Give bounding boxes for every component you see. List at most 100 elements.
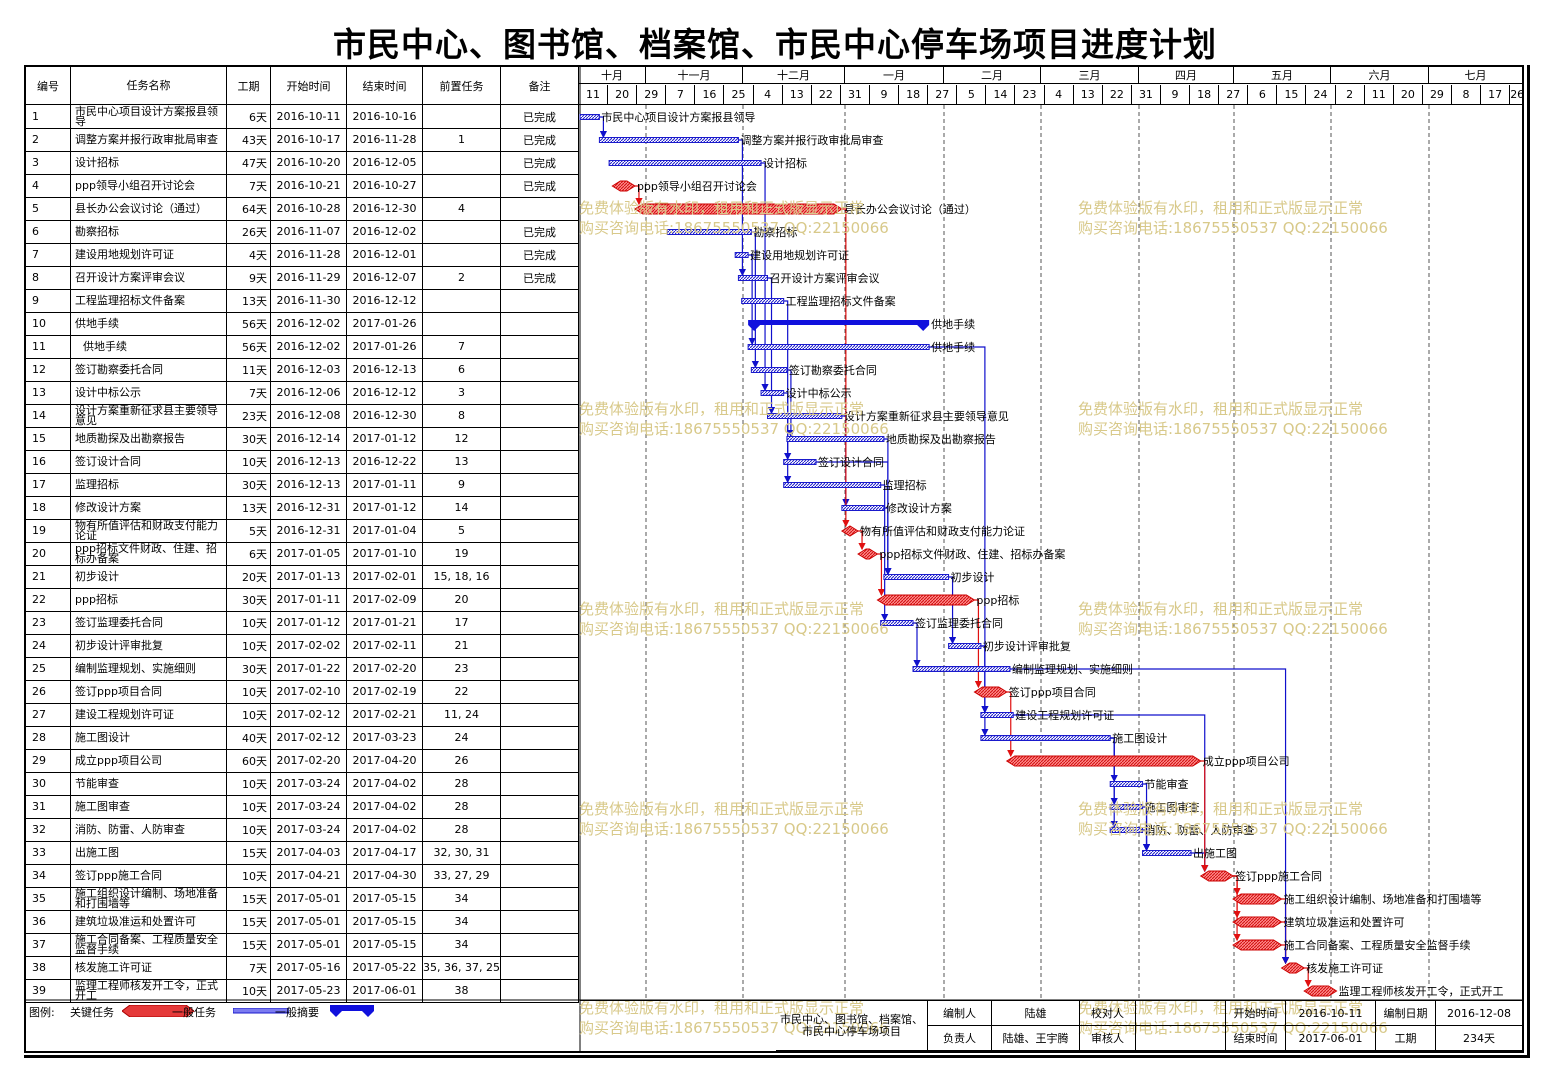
cell-pred: 1 [423, 128, 501, 151]
table-row[interactable]: 32 消防、防雷、人防审查 10天 2017-03-24 2017-04-02 28 [26, 818, 579, 842]
cell-id: 30 [26, 772, 71, 795]
table-row[interactable]: 28 施工图设计 40天 2017-02-12 2017-03-23 24 [26, 726, 579, 750]
cell-pred: 3 [423, 381, 501, 404]
cell-start: 2017-05-01 [271, 887, 347, 910]
table-row[interactable]: 37 施工合同备案、工程质量安全监督手续 15天 2017-05-01 2017-05-… [26, 933, 579, 957]
cell-note [501, 588, 579, 611]
cell-pred: 13 [423, 450, 501, 473]
cell-id: 1 [26, 105, 71, 128]
table-row[interactable]: 33 出施工图 15天 2017-04-03 2017-04-17 32, 30, 31 [26, 841, 579, 865]
table-row[interactable]: 17 监理招标 30天 2016-12-13 2017-01-11 9 [26, 473, 579, 497]
table-row[interactable]: 34 签订ppp施工合同 10天 2017-04-21 2017-04-30 33, 27… [26, 864, 579, 888]
table-row[interactable]: 26 签订ppp项目合同 10天 2017-02-10 2017-02-19 22 [26, 680, 579, 704]
watermark-line2: 购买咨询电话:18675550537 QQ:22150066 [579, 420, 889, 438]
watermark: 免费体验版有水印，租用和正式版显示正常 购买咨询电话:18675550537 QQ… [579, 998, 889, 1038]
table-row[interactable]: 20 ppp招标文件财政、住建、招标办备案 6天 2017-01-05 2017-01-… [26, 542, 579, 566]
cell-id: 14 [26, 404, 71, 427]
table-row[interactable]: 16 签订设计合同 10天 2016-12-13 2016-12-22 13 [26, 450, 579, 474]
table-row[interactable]: 11 供地手续 56天 2016-12-02 2017-01-26 7 [26, 335, 579, 359]
table-row[interactable]: 2 调整方案并报行政审批局审查 43天 2016-10-17 2016-11-28 1 已完… [26, 128, 579, 152]
bar-label: 施工图审查 [1145, 800, 1200, 814]
link-normal [761, 162, 769, 392]
table-row[interactable]: 39 监理工程师核发开工令，正式开工 10天 2017-05-23 2017-06-01… [26, 979, 579, 1003]
cell-id: 8 [26, 266, 71, 289]
cell-name: 设计方案重新征求县主要领导意见 [71, 404, 227, 427]
table-row[interactable]: 15 地质勘探及出勘察报告 30天 2016-12-14 2017-01-12 12 [26, 427, 579, 451]
tick-label: 5 [957, 85, 987, 104]
table-row[interactable]: 12 签订勘察委托合同 11天 2016-12-03 2016-12-13 6 [26, 358, 579, 382]
table-row[interactable]: 31 施工图审查 10天 2017-03-24 2017-04-02 28 [26, 795, 579, 819]
cell-dur: 7天 [227, 381, 271, 404]
link-critical [634, 185, 643, 206]
table-row[interactable]: 14 设计方案重新征求县主要领导意见 23天 2016-12-08 2016-12-30… [26, 404, 579, 428]
table-row[interactable]: 3 设计招标 47天 2016-10-20 2016-12-05 已完成 [26, 151, 579, 175]
cell-note [501, 450, 579, 473]
cell-pred [423, 151, 501, 174]
link-normal [1142, 806, 1151, 852]
watermark-line2: 购买咨询电话:18675550537 QQ:22150066 [579, 620, 889, 638]
cell-note [501, 381, 579, 404]
cell-id: 15 [26, 427, 71, 450]
cell-name: 出施工图 [71, 841, 227, 864]
cell-pred: 2 [423, 266, 501, 289]
month-label: 七月 [1429, 67, 1523, 84]
cell-pred: 38 [423, 979, 501, 1002]
tick-label: 2 [1336, 85, 1365, 104]
table-row[interactable]: 13 设计中标公示 7天 2016-12-06 2016-12-12 3 [26, 381, 579, 405]
cell-name: 节能审查 [71, 772, 227, 795]
cell-dur: 5天 [227, 519, 271, 542]
table-row[interactable]: 38 核发施工许可证 7天 2017-05-16 2017-05-22 35, 36, 3… [26, 956, 579, 980]
cell-name: 修改设计方案 [71, 496, 227, 519]
bar-critical [1005, 755, 1202, 767]
cell-start: 2016-12-08 [271, 404, 347, 427]
cell-note [501, 312, 579, 335]
tick-label: 24 [1307, 85, 1336, 104]
bar-label: 签订勘察委托合同 [789, 363, 877, 377]
table-row[interactable]: 10 供地手续 56天 2016-12-02 2017-01-26 [26, 312, 579, 336]
table-row[interactable]: 21 初步设计 20天 2017-01-13 2017-02-01 15, 18, 16 [26, 565, 579, 589]
cell-name: 市民中心项目设计方案报县领导 [71, 105, 227, 128]
month-label: 十一月 [646, 67, 743, 84]
table-row[interactable]: 30 节能审查 10天 2017-03-24 2017-04-02 28 [26, 772, 579, 796]
table-row[interactable]: 25 编制监理规划、实施细则 30天 2017-01-22 2017-02-20 23 [26, 657, 579, 681]
cell-note [501, 795, 579, 818]
table-row[interactable]: 27 建设工程规划许可证 10天 2017-02-12 2017-02-21 11, 24 [26, 703, 579, 727]
month-label: 十月 [579, 67, 646, 84]
bar-normal [598, 137, 739, 143]
cell-dur: 13天 [227, 496, 271, 519]
bar-normal [608, 160, 762, 166]
table-row[interactable]: 9 工程监理招标文件备案 13天 2016-11-30 2016-12-12 [26, 289, 579, 313]
table-row[interactable]: 24 初步设计评审批复 10天 2017-02-02 2017-02-11 21 [26, 634, 579, 658]
cell-note: 已完成 [501, 220, 579, 243]
table-row[interactable]: 5 县长办公会议讨论（通过） 64天 2016-10-28 2016-12-30 4 [26, 197, 579, 221]
table-row[interactable]: 19 物有所值评估和财政支付能力论证 5天 2016-12-31 2017-01-04 5 [26, 519, 579, 543]
cell-note [501, 473, 579, 496]
table-row[interactable]: 7 建设用地规划许可证 4天 2016-11-28 2016-12-01 已完成 [26, 243, 579, 267]
table-row[interactable]: 18 修改设计方案 13天 2016-12-31 2017-01-12 14 [26, 496, 579, 520]
cell-id: 38 [26, 956, 71, 979]
table-row[interactable]: 29 成立ppp项目公司 60天 2017-02-20 2017-04-20 26 [26, 749, 579, 773]
table-row[interactable]: 23 签订监理委托合同 10天 2017-01-12 2017-01-21 17 [26, 611, 579, 635]
cell-start: 2016-12-14 [271, 427, 347, 450]
legend-normal-swatch [233, 1008, 289, 1014]
tick-label: 20 [1394, 85, 1423, 104]
cell-pred: 26 [423, 749, 501, 772]
table-row[interactable]: 8 召开设计方案评审会议 9天 2016-11-29 2016-12-07 2 已完成 [26, 266, 579, 290]
link-critical [1304, 967, 1312, 988]
cell-note [501, 841, 579, 864]
cell-name: 物有所值评估和财政支付能力论证 [71, 519, 227, 542]
cell-name: 消防、防雷、人防审查 [71, 818, 227, 841]
bar-normal [734, 252, 749, 258]
cell-end: 2017-05-15 [347, 933, 423, 956]
table-row[interactable]: 4 ppp领导小组召开讨论会 7天 2016-10-21 2016-10-27 已完成 [26, 174, 579, 198]
table-row[interactable]: 35 施工组织设计编制、场地准备和打围墙等 15天 2017-05-01 2017-05… [26, 887, 579, 911]
bar-normal [1109, 804, 1144, 810]
cell-id: 35 [26, 887, 71, 910]
table-row[interactable]: 22 ppp招标 30天 2017-01-11 2017-02-09 20 [26, 588, 579, 612]
bar-label: 初步设计 [951, 570, 995, 584]
table-row[interactable]: 36 建筑垃圾准运和处置许可 15天 2017-05-01 2017-05-15 34 [26, 910, 579, 934]
link-normal [599, 116, 607, 139]
cell-pred: 28 [423, 772, 501, 795]
table-row[interactable]: 6 勘察招标 26天 2016-11-07 2016-12-02 已完成 [26, 220, 579, 244]
table-row[interactable]: 1 市民中心项目设计方案报县领导 6天 2016-10-11 2016-10-16 已完成 [26, 105, 579, 129]
